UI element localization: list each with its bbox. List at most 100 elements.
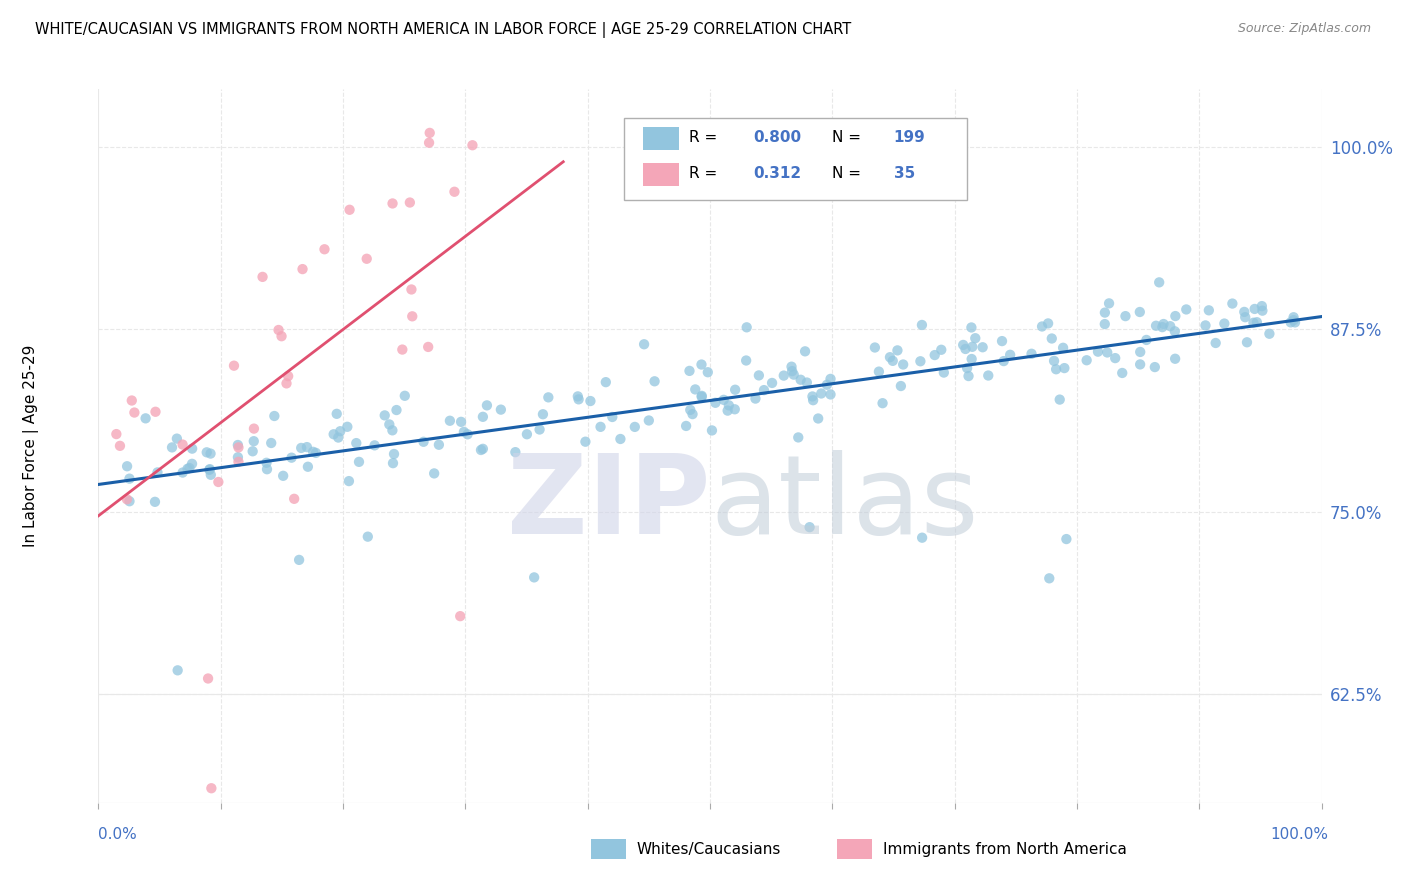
Point bbox=[143, 495, 166, 509]
Point bbox=[998, 348, 1021, 362]
Point bbox=[378, 417, 401, 432]
Point bbox=[450, 415, 472, 429]
Text: R =: R = bbox=[689, 166, 717, 181]
Point bbox=[325, 407, 347, 421]
Point bbox=[256, 462, 278, 476]
Point bbox=[960, 351, 983, 366]
Point bbox=[1087, 344, 1109, 359]
Point bbox=[412, 434, 434, 449]
Point bbox=[1143, 360, 1166, 375]
Point bbox=[1246, 315, 1268, 329]
Point bbox=[801, 393, 824, 408]
Point bbox=[145, 405, 167, 419]
Point bbox=[735, 320, 758, 334]
Point bbox=[794, 344, 817, 359]
Point bbox=[329, 424, 352, 438]
Point bbox=[418, 136, 440, 150]
Point bbox=[810, 386, 832, 401]
Point bbox=[1097, 345, 1119, 359]
Point bbox=[683, 383, 706, 397]
Point bbox=[678, 364, 700, 378]
Point bbox=[965, 331, 987, 345]
Point bbox=[1284, 315, 1306, 329]
Point bbox=[1031, 319, 1053, 334]
Point bbox=[198, 463, 221, 477]
Point bbox=[724, 402, 747, 417]
Point bbox=[748, 368, 770, 383]
Text: N =: N = bbox=[832, 166, 862, 181]
Point bbox=[690, 389, 713, 403]
Point bbox=[160, 441, 183, 455]
Point bbox=[863, 341, 886, 355]
Point bbox=[283, 491, 305, 506]
Point bbox=[382, 447, 405, 461]
Point bbox=[1164, 324, 1187, 338]
Point bbox=[1175, 302, 1198, 317]
Point bbox=[879, 350, 901, 364]
Point bbox=[276, 376, 298, 391]
Point bbox=[297, 459, 319, 474]
Point bbox=[322, 427, 344, 442]
Point bbox=[780, 364, 803, 378]
Point bbox=[347, 455, 370, 469]
Point bbox=[799, 520, 821, 534]
Point bbox=[772, 368, 794, 383]
Point bbox=[1147, 276, 1170, 290]
Point bbox=[302, 445, 325, 459]
Point bbox=[121, 393, 143, 408]
Point bbox=[489, 402, 512, 417]
Point bbox=[118, 472, 141, 486]
Point bbox=[952, 338, 974, 352]
Text: 199: 199 bbox=[894, 130, 925, 145]
Point bbox=[1194, 318, 1216, 333]
Point bbox=[595, 375, 617, 389]
Point bbox=[717, 403, 740, 417]
Point bbox=[1129, 358, 1152, 372]
Point bbox=[1094, 305, 1116, 319]
Point bbox=[207, 475, 229, 489]
Point bbox=[1040, 331, 1063, 345]
Point bbox=[744, 392, 766, 406]
Point bbox=[1251, 303, 1274, 318]
Point bbox=[295, 440, 318, 454]
Point bbox=[531, 407, 554, 421]
Point bbox=[401, 283, 423, 297]
Point bbox=[443, 185, 465, 199]
Point bbox=[1043, 354, 1066, 368]
Point bbox=[328, 431, 350, 445]
Point bbox=[1213, 317, 1236, 331]
Point bbox=[305, 446, 328, 460]
Point bbox=[579, 394, 602, 409]
Point bbox=[567, 389, 589, 403]
Point bbox=[801, 389, 824, 403]
Point bbox=[179, 461, 201, 475]
Point bbox=[1205, 336, 1227, 351]
Point bbox=[1053, 361, 1076, 376]
Point bbox=[471, 442, 494, 456]
Point bbox=[135, 411, 157, 425]
Point bbox=[198, 462, 221, 476]
Point bbox=[911, 318, 934, 332]
Point bbox=[1049, 392, 1071, 407]
Point bbox=[910, 354, 932, 368]
Point bbox=[1233, 305, 1256, 319]
Point bbox=[789, 373, 811, 387]
Point bbox=[690, 390, 713, 404]
Point bbox=[1111, 366, 1133, 380]
Point bbox=[704, 396, 727, 410]
Text: 0.312: 0.312 bbox=[752, 166, 801, 181]
Point bbox=[470, 442, 492, 457]
Point bbox=[419, 126, 441, 140]
Point bbox=[924, 348, 946, 362]
Point bbox=[815, 377, 838, 392]
Point bbox=[911, 531, 934, 545]
Point bbox=[957, 369, 980, 384]
Point bbox=[461, 138, 484, 153]
Point bbox=[1282, 310, 1305, 325]
Point bbox=[1038, 571, 1060, 585]
Point bbox=[1222, 296, 1244, 310]
Point bbox=[644, 374, 666, 388]
Point bbox=[700, 424, 723, 438]
Point bbox=[381, 423, 404, 437]
Point bbox=[356, 252, 378, 266]
